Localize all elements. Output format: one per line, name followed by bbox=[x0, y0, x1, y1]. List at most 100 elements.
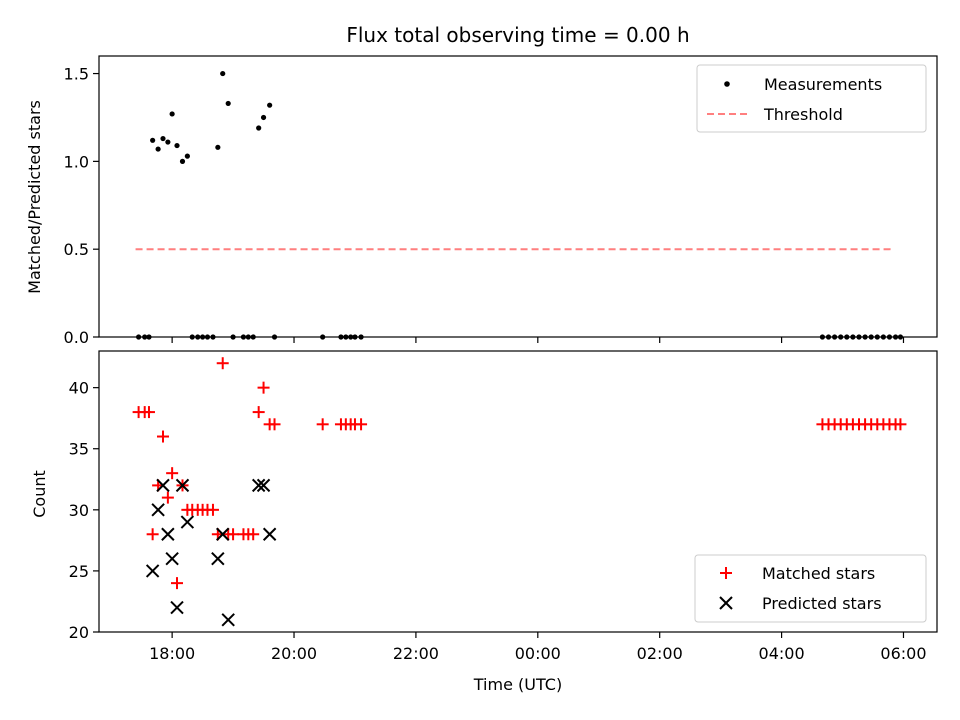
measurement-point bbox=[155, 146, 161, 152]
bottom-ytick-label: 30 bbox=[69, 501, 89, 520]
matched-star-point bbox=[206, 503, 219, 516]
measurement-point bbox=[136, 334, 142, 340]
legend-predicted-marker bbox=[719, 596, 733, 610]
measurement-point bbox=[220, 70, 226, 77]
top-y-axis-label: Matched/Predicted stars bbox=[25, 100, 44, 294]
xtick-label: 18:00 bbox=[149, 644, 195, 663]
measurement-point bbox=[856, 334, 862, 340]
measurement-point bbox=[348, 334, 354, 340]
measurement-point bbox=[146, 334, 152, 340]
xtick-label: 22:00 bbox=[393, 644, 439, 663]
measurement-point bbox=[819, 334, 826, 340]
matched-star-point bbox=[894, 418, 907, 431]
bottom-ytick-label: 20 bbox=[69, 623, 89, 642]
measurement-point bbox=[174, 142, 180, 149]
matched-star-point bbox=[252, 406, 265, 419]
predicted-star-point bbox=[221, 613, 235, 627]
measurement-point bbox=[215, 144, 221, 150]
top-ytick-label: 0.5 bbox=[64, 240, 89, 259]
predicted-star-point bbox=[211, 551, 225, 566]
predicted-star-point bbox=[151, 503, 165, 517]
predicted-star-point bbox=[156, 478, 170, 493]
measurement-point bbox=[210, 334, 216, 340]
measurement-point bbox=[358, 334, 364, 340]
top-ytick-label: 1.5 bbox=[64, 65, 89, 84]
legend-predicted-label: Predicted stars bbox=[762, 594, 882, 613]
top-y-ticks: 0.0 0.5 1.0 1.5 bbox=[64, 65, 99, 347]
predicted-star-point bbox=[145, 564, 160, 578]
matched-star-point bbox=[268, 418, 281, 431]
matched-star-point bbox=[316, 418, 329, 431]
top-legend-box bbox=[696, 64, 927, 133]
matched-star-point bbox=[227, 528, 240, 541]
top-series-layer bbox=[135, 70, 904, 340]
predicted-star-point bbox=[251, 478, 266, 493]
measurement-point bbox=[260, 114, 267, 121]
measurement-point bbox=[200, 334, 206, 340]
legend-matched-marker bbox=[720, 567, 732, 579]
predicted-star-point bbox=[165, 551, 179, 566]
measurement-point bbox=[169, 111, 175, 117]
measurement-point bbox=[868, 334, 874, 340]
matched-star-point bbox=[146, 528, 159, 541]
xtick-label: 20:00 bbox=[271, 644, 317, 663]
measurement-point bbox=[352, 334, 358, 340]
measurement-point bbox=[267, 102, 273, 108]
measurement-point bbox=[892, 334, 899, 340]
measurement-point bbox=[850, 334, 856, 340]
measurement-point bbox=[256, 125, 262, 131]
measurement-point bbox=[230, 334, 236, 340]
flux-ratio-panel: 0.0 0.5 1.0 1.5 Matched/Predicted stars Mea… bbox=[25, 55, 938, 347]
predicted-star-point bbox=[175, 478, 190, 493]
top-plot-frame bbox=[98, 55, 938, 338]
predicted-star-point bbox=[170, 600, 184, 615]
top-ytick-label: 0.0 bbox=[64, 328, 89, 347]
bottom-series-layer bbox=[132, 357, 907, 627]
predicted-star-point bbox=[262, 527, 277, 541]
top-x-ticks bbox=[171, 337, 905, 343]
predicted-star-point bbox=[180, 515, 195, 529]
legend-measurements-marker bbox=[724, 81, 730, 87]
matched-star-point bbox=[156, 430, 169, 443]
bottom-plot-frame bbox=[98, 350, 938, 633]
matched-star-point bbox=[171, 577, 184, 590]
measurement-point bbox=[825, 334, 832, 340]
legend-matched-label: Matched stars bbox=[762, 564, 875, 583]
xtick-label: 02:00 bbox=[637, 644, 683, 663]
bottom-ytick-label: 25 bbox=[69, 562, 89, 581]
legend-measurements-label: Measurements bbox=[764, 75, 882, 94]
star-count-panel: 20 25 30 35 40 18:00 20:00 22:00 00:00 02:00 04:0… bbox=[30, 350, 938, 694]
measurement-point bbox=[343, 334, 349, 340]
measurement-point bbox=[320, 334, 326, 340]
measurement-point bbox=[880, 334, 886, 340]
xtick-label: 04:00 bbox=[759, 644, 805, 663]
bottom-legend: Matched stars Predicted stars bbox=[694, 554, 927, 623]
predicted-star-point bbox=[161, 527, 175, 541]
matched-star-point bbox=[142, 406, 155, 419]
measurement-point bbox=[838, 334, 844, 340]
predicted-star-point bbox=[256, 478, 271, 493]
legend-threshold-label: Threshold bbox=[763, 105, 843, 124]
measurement-point bbox=[179, 158, 186, 164]
bottom-ytick-label: 35 bbox=[69, 440, 89, 459]
matched-star-point bbox=[166, 467, 179, 480]
matched-star-point bbox=[247, 528, 260, 541]
chart-title: Flux total observing time = 0.00 h bbox=[346, 23, 689, 47]
measurement-point bbox=[142, 334, 148, 340]
xtick-label: 06:00 bbox=[880, 644, 926, 663]
measurement-point bbox=[240, 334, 247, 340]
measurement-point bbox=[271, 334, 278, 340]
top-ytick-label: 1.0 bbox=[64, 152, 89, 171]
measurement-point bbox=[225, 100, 231, 107]
bottom-x-ticks: 18:00 20:00 22:00 00:00 02:00 04:00 06:00 bbox=[149, 632, 927, 663]
matched-star-point bbox=[161, 491, 174, 504]
xtick-label: 00:00 bbox=[515, 644, 561, 663]
measurement-point bbox=[874, 334, 880, 340]
measurement-point bbox=[844, 334, 850, 340]
bottom-y-axis-label: Count bbox=[30, 470, 49, 518]
bottom-y-ticks: 20 25 30 35 40 bbox=[69, 379, 99, 642]
measurement-point bbox=[160, 135, 166, 142]
measurement-point bbox=[886, 334, 893, 340]
measurement-point bbox=[150, 137, 156, 143]
bottom-ytick-label: 40 bbox=[69, 379, 89, 398]
